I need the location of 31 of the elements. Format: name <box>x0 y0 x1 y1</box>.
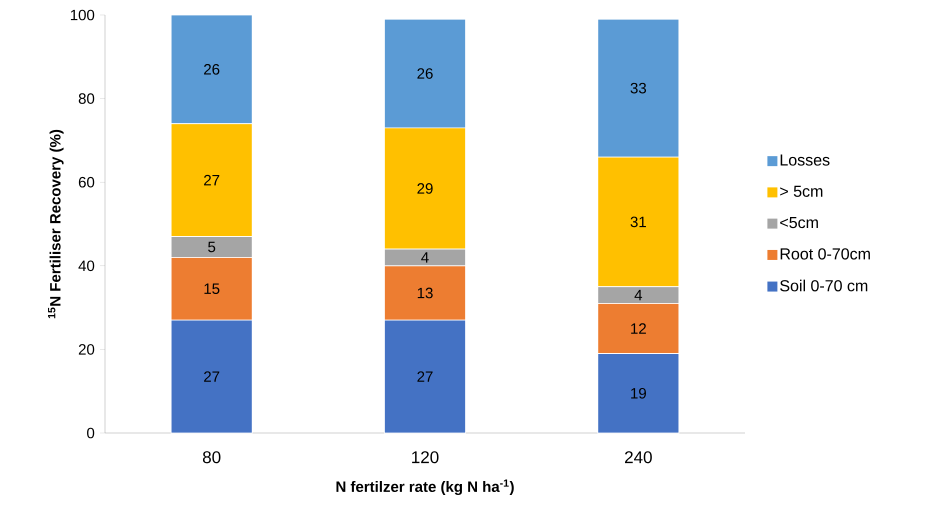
data-label: 19 <box>631 388 646 399</box>
data-label: 4 <box>421 252 429 263</box>
x-tick-label: 240 <box>625 451 652 464</box>
data-label: 31 <box>630 216 646 228</box>
data-label: 27 <box>204 371 220 382</box>
x-axis-title: N fertilzer rate (kg N ha$^{-1}$) <box>336 479 514 496</box>
y-tick-label: 100 <box>70 10 94 20</box>
y-tick-label: 40 <box>78 260 94 272</box>
data-label: 29 <box>417 183 433 194</box>
data-label: 4 <box>634 290 642 300</box>
data-label: 15 <box>204 284 220 294</box>
data-label: 27 <box>204 174 220 186</box>
y-axis-title: $^{15}$N Fertiliser Recovery (%) <box>48 130 64 318</box>
legend-label: Root 0-70cm <box>780 248 870 260</box>
data-label: 12 <box>631 323 646 334</box>
x-tick-label: 120 <box>412 451 439 464</box>
y-tick-label: 60 <box>78 176 94 188</box>
legend-label: Losses <box>780 154 830 166</box>
data-label: 13 <box>418 288 433 298</box>
data-label: 26 <box>204 64 220 75</box>
legend-label: > 5cm <box>780 186 822 197</box>
data-label: 33 <box>630 82 646 94</box>
y-tick-label: 80 <box>78 93 94 104</box>
y-tick-label: 0 <box>87 428 94 438</box>
legend-label: <5cm <box>780 216 818 228</box>
x-tick-label: 80 <box>202 451 220 464</box>
data-label: 5 <box>208 242 216 252</box>
legend-label: Soil 0-70 cm <box>780 280 868 292</box>
data-label: 27 <box>417 371 433 382</box>
y-tick-label: 20 <box>78 344 94 355</box>
data-label: 26 <box>417 68 433 79</box>
